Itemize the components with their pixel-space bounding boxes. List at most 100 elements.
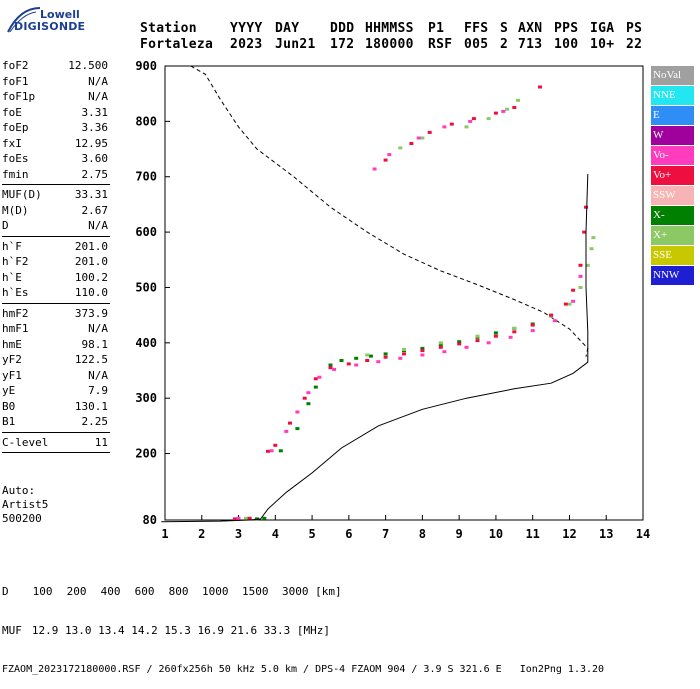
echo-point-x- [585,263,590,267]
param-row: yF2 122.5 [2,352,110,368]
echo-point-vo- [584,205,588,209]
x-tick-label: 4 [272,527,279,541]
y-tick-label: 200 [135,447,157,461]
x-tick-label: 9 [456,527,463,541]
param-row: MUF(D) 33.31 [2,187,110,203]
echo-point-vo- [383,158,388,162]
logo-lowell-text: Lowell [40,8,80,21]
echo-point-vo- [269,449,274,453]
header-value-hhmmss: 180000 [365,37,414,52]
legend-item: W [651,126,694,145]
echo-point-vo- [438,345,443,349]
echo-point-vo- [549,313,554,317]
param-label: foF1p [2,90,36,103]
y-tick-label: 600 [135,225,157,239]
param-row: yF1 N/A [2,368,110,384]
header-label-iga: IGA [590,21,615,36]
param-value: 12.95 [74,136,108,150]
param-value: 12.500 [68,59,108,72]
header-label-ddd: DDD [330,21,355,36]
echo-point-x- [438,341,443,345]
legend-item: NoVal [651,66,694,85]
x-tick-label: 5 [308,527,315,541]
param-label: fmin [2,167,29,181]
echo-point-x- [591,236,596,240]
header-label-p1: P1 [428,21,445,36]
muf-value: 16.9 [197,624,225,637]
echo-point-vo- [501,109,506,113]
param-value: 130.1 [74,399,108,413]
legend-item: X- [651,206,694,225]
x-tick-label: 3 [235,527,242,541]
header-value-s: 2 [500,37,509,52]
param-value: 110.0 [74,286,108,299]
y-tick-label: 500 [135,280,157,294]
legend-item: NNW [651,266,694,285]
x-tick-label: 1 [161,527,168,541]
header-label-day: DAY [275,21,300,36]
param-row: fmin 2.75 [2,167,110,183]
footer-line: FZAOM_2023172180000.RSF / 260fx256h 50 k… [2,664,605,675]
param-row: h`F 201.0 [2,239,110,255]
echo-point-vo- [295,410,300,414]
x-tick-label: 6 [345,527,352,541]
echo-point-x- [339,359,344,362]
x-tick-label: 8 [419,527,426,541]
echo-point-vo- [468,119,473,123]
param-value: 3.31 [81,105,109,119]
param-row: foEp 3.36 [2,120,110,136]
param-value: 201.0 [74,239,108,253]
echo-point-vo- [457,342,462,346]
param-row: B0 130.1 [2,399,110,415]
echo-point-x- [438,343,443,347]
x-tick-label: 14 [636,527,650,541]
param-value: 2.25 [81,415,109,428]
divider [2,184,110,185]
dashed-curve [190,65,589,357]
echo-point-x- [306,402,311,406]
echo-point-x- [328,363,333,367]
header-value-station: Fortaleza [140,37,214,52]
echo-point-x- [278,449,283,453]
bottom-info: D 100 200 400 600 800 1000 1500 3000 [km] MUF 12.… [2,559,604,689]
x-tick-label: 10 [489,527,503,541]
distance-value: 3000 [282,585,309,598]
echo-point-x- [383,352,388,356]
echo-point-x- [243,516,248,520]
echo-points [232,85,596,521]
echo-point-vo- [387,153,392,157]
param-label: M(D) [2,203,29,217]
param-label: MUF(D) [2,188,42,201]
param-label: hmE [2,337,22,351]
param-row: hmE 98.1 [2,337,110,353]
param-value: N/A [88,219,108,232]
echo-point-x- [420,136,425,140]
param-value: N/A [88,90,108,103]
echo-point-x- [505,107,509,111]
param-value: 3.60 [81,152,109,165]
echo-point-vo- [288,421,292,425]
param-value: N/A [88,322,108,335]
param-row: B1 2.25 [2,414,110,430]
echo-point-x- [457,340,462,344]
echo-point-vo- [471,117,476,121]
param-value: 100.2 [74,270,108,284]
echo-point-vo- [273,443,278,447]
echo-point-vo- [354,363,359,367]
param-label: yF2 [2,353,22,366]
header-label-s: S [500,21,509,36]
param-row: fxI 12.95 [2,136,110,152]
echo-point-vo- [530,329,535,333]
param-value: N/A [88,74,108,88]
x-tick-label: 13 [599,527,613,541]
echo-point-vo- [236,516,241,520]
distance-value: 200 [66,585,87,598]
param-row: hmF2 373.9 [2,306,110,322]
echo-point-vo- [442,350,447,354]
legend-item: SSE [651,246,694,265]
muf-value: 12.9 [31,624,59,637]
param-label: B1 [2,415,16,428]
auto-version: 500200 [2,512,42,525]
param-label: h`F [2,239,22,253]
echo-point-vo- [538,85,542,89]
